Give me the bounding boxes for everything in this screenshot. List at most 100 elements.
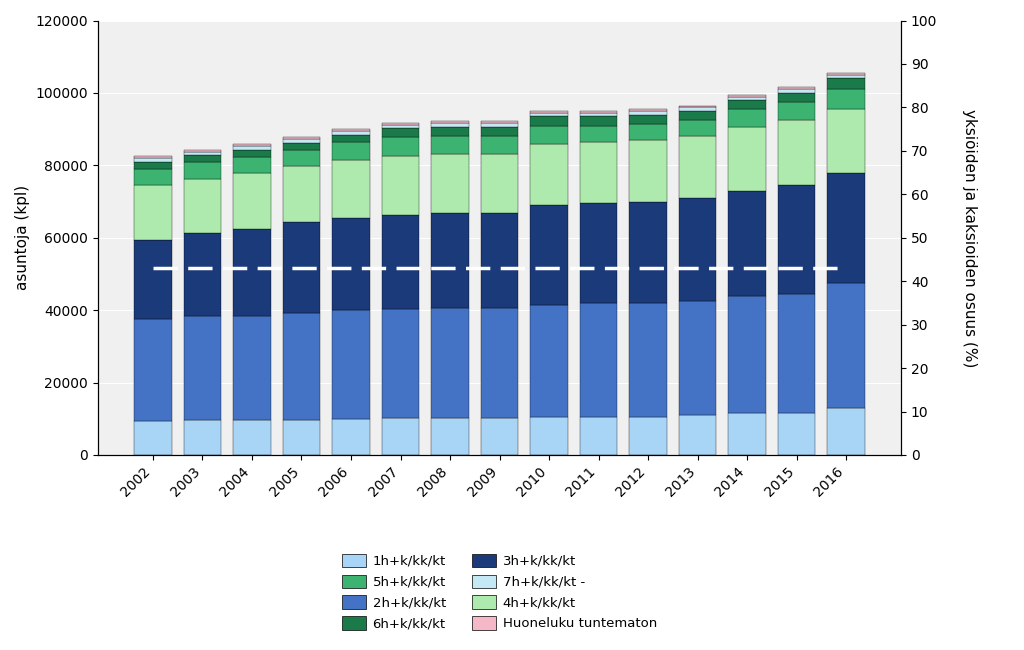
Bar (580, 113, 617, 116)
Bar (679, 415, 716, 455)
Bar (184, 150, 221, 151)
Bar (184, 162, 221, 179)
Bar (580, 142, 617, 203)
Bar (283, 139, 321, 142)
Bar (728, 109, 766, 127)
Y-axis label: asuntoja (kpl): asuntoja (kpl) (15, 185, 30, 291)
Bar (530, 205, 567, 305)
Bar (827, 283, 864, 408)
Bar (827, 109, 864, 172)
Bar (481, 213, 518, 307)
Bar (481, 418, 518, 455)
Bar (431, 154, 469, 213)
Bar (481, 154, 518, 213)
Bar (184, 419, 221, 455)
Bar (630, 303, 667, 417)
Bar (283, 419, 321, 455)
Bar (530, 116, 567, 125)
Bar (728, 190, 766, 296)
Bar (679, 111, 716, 120)
Bar (431, 136, 469, 154)
Bar (630, 109, 667, 111)
Bar (530, 113, 567, 116)
Bar (630, 124, 667, 140)
Bar (728, 95, 766, 97)
Bar (184, 155, 221, 162)
Bar (134, 158, 172, 162)
Bar (134, 156, 172, 158)
Bar (827, 89, 864, 109)
Bar (233, 157, 270, 174)
Bar (382, 137, 419, 155)
Bar (134, 162, 172, 169)
Bar (827, 79, 864, 89)
Bar (679, 107, 716, 111)
Bar (679, 301, 716, 415)
Bar (580, 303, 617, 417)
Bar (431, 213, 469, 307)
Bar (431, 123, 469, 127)
Bar (333, 160, 370, 218)
Bar (184, 317, 221, 419)
Bar (382, 129, 419, 137)
Bar (728, 97, 766, 100)
Bar (333, 218, 370, 310)
Bar (728, 127, 766, 190)
Bar (283, 137, 321, 139)
Bar (382, 418, 419, 455)
Bar (778, 93, 815, 102)
Bar (778, 89, 815, 93)
Bar (333, 129, 370, 131)
Bar (184, 233, 221, 317)
Bar (481, 307, 518, 418)
Bar (630, 140, 667, 202)
Bar (333, 135, 370, 142)
Bar (233, 317, 270, 419)
Bar (630, 114, 667, 124)
Bar (233, 146, 270, 150)
Y-axis label: yksiöiden ja kaksioiden osuus (%): yksiöiden ja kaksioiden osuus (%) (963, 109, 977, 367)
Bar (679, 105, 716, 107)
Bar (530, 417, 567, 455)
Legend: 1h+k/kk/kt, 5h+k/kk/kt, 2h+k/kk/kt, 6h+k/kk/kt, 3h+k/kk/kt, 7h+k/kk/kt -, 4h+k/k: 1h+k/kk/kt, 5h+k/kk/kt, 2h+k/kk/kt, 6h+k… (337, 549, 663, 636)
Bar (827, 408, 864, 455)
Bar (233, 174, 270, 229)
Bar (233, 229, 270, 317)
Bar (778, 185, 815, 294)
Bar (283, 222, 321, 313)
Bar (134, 421, 172, 455)
Bar (382, 125, 419, 129)
Bar (580, 111, 617, 113)
Bar (431, 418, 469, 455)
Bar (333, 310, 370, 419)
Bar (679, 198, 716, 301)
Bar (382, 215, 419, 309)
Bar (382, 309, 419, 418)
Bar (481, 121, 518, 123)
Bar (134, 319, 172, 421)
Bar (134, 185, 172, 240)
Bar (184, 179, 221, 233)
Bar (333, 131, 370, 135)
Bar (283, 142, 321, 150)
Bar (580, 203, 617, 303)
Bar (630, 202, 667, 303)
Bar (580, 116, 617, 125)
Bar (827, 172, 864, 283)
Bar (184, 151, 221, 155)
Bar (431, 307, 469, 418)
Bar (530, 144, 567, 205)
Bar (630, 417, 667, 455)
Bar (827, 75, 864, 79)
Bar (778, 413, 815, 455)
Bar (431, 127, 469, 136)
Bar (481, 136, 518, 154)
Bar (778, 294, 815, 413)
Bar (580, 125, 617, 142)
Bar (530, 125, 567, 144)
Bar (530, 305, 567, 417)
Bar (233, 144, 270, 146)
Bar (283, 166, 321, 222)
Bar (530, 111, 567, 113)
Bar (481, 127, 518, 136)
